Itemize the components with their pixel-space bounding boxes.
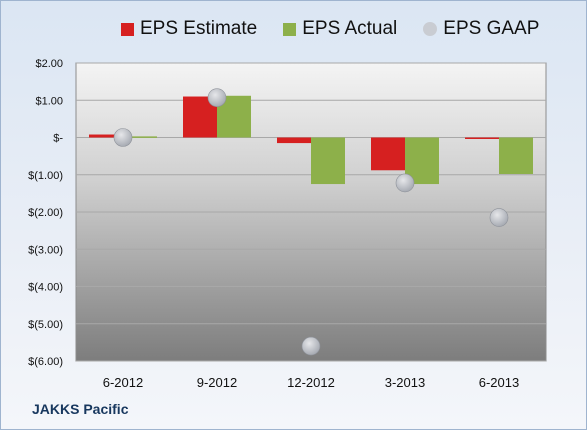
y-tick-label: $(4.00) (28, 282, 63, 294)
company-name: JAKKS Pacific (32, 401, 129, 417)
axis-labels: $2.00 $1.00 $- $(1.00) $(2.00) $(3.00) $(4.00)… (28, 58, 519, 390)
gaap-points (113, 88, 509, 356)
x-tick-label: 6-2013 (479, 375, 519, 390)
bar-eps-estimate (371, 137, 405, 171)
x-tick-label: 12-2012 (287, 375, 335, 390)
point-eps-gaap (207, 88, 227, 107)
y-tick-label: $2.00 (35, 58, 63, 70)
bar-eps-estimate (89, 134, 123, 138)
x-tick-label: 6-2012 (103, 375, 143, 390)
y-tick-label: $(3.00) (28, 244, 63, 256)
legend: EPS Estimate EPS Actual EPS GAAP (121, 18, 539, 40)
bar-eps-actual (123, 136, 157, 138)
legend-item-estimate: EPS Estimate (121, 18, 257, 40)
legend-item-gaap: EPS GAAP (423, 18, 539, 40)
y-tick-label: $1.00 (35, 95, 63, 107)
point-eps-gaap (301, 336, 321, 356)
y-tick-label: $(2.00) (28, 207, 63, 219)
legend-label-gaap: EPS GAAP (443, 18, 540, 39)
point-eps-gaap (395, 173, 415, 193)
bar-eps-estimate (465, 137, 499, 139)
x-tick-label: 9-2012 (197, 375, 237, 390)
bar-eps-actual (311, 137, 345, 185)
legend-label-actual: EPS Actual (302, 18, 398, 39)
point-eps-gaap (113, 128, 133, 147)
x-tick-label: 3-2013 (385, 375, 425, 390)
bar-eps-estimate (277, 137, 311, 144)
legend-label-estimate: EPS Estimate (140, 18, 258, 39)
y-tick-label: $(1.00) (28, 170, 63, 182)
legend-swatch-estimate (121, 22, 134, 36)
y-tick-label: $(5.00) (28, 319, 63, 331)
y-tick-label: $- (53, 133, 63, 145)
y-tick-label: $(6.00) (28, 356, 63, 368)
legend-swatch-gaap (423, 22, 438, 36)
legend-item-actual: EPS Actual (283, 18, 397, 40)
bars (89, 95, 533, 185)
legend-swatch-actual (283, 22, 297, 36)
bar-eps-actual (499, 137, 533, 175)
point-eps-gaap (489, 208, 509, 227)
